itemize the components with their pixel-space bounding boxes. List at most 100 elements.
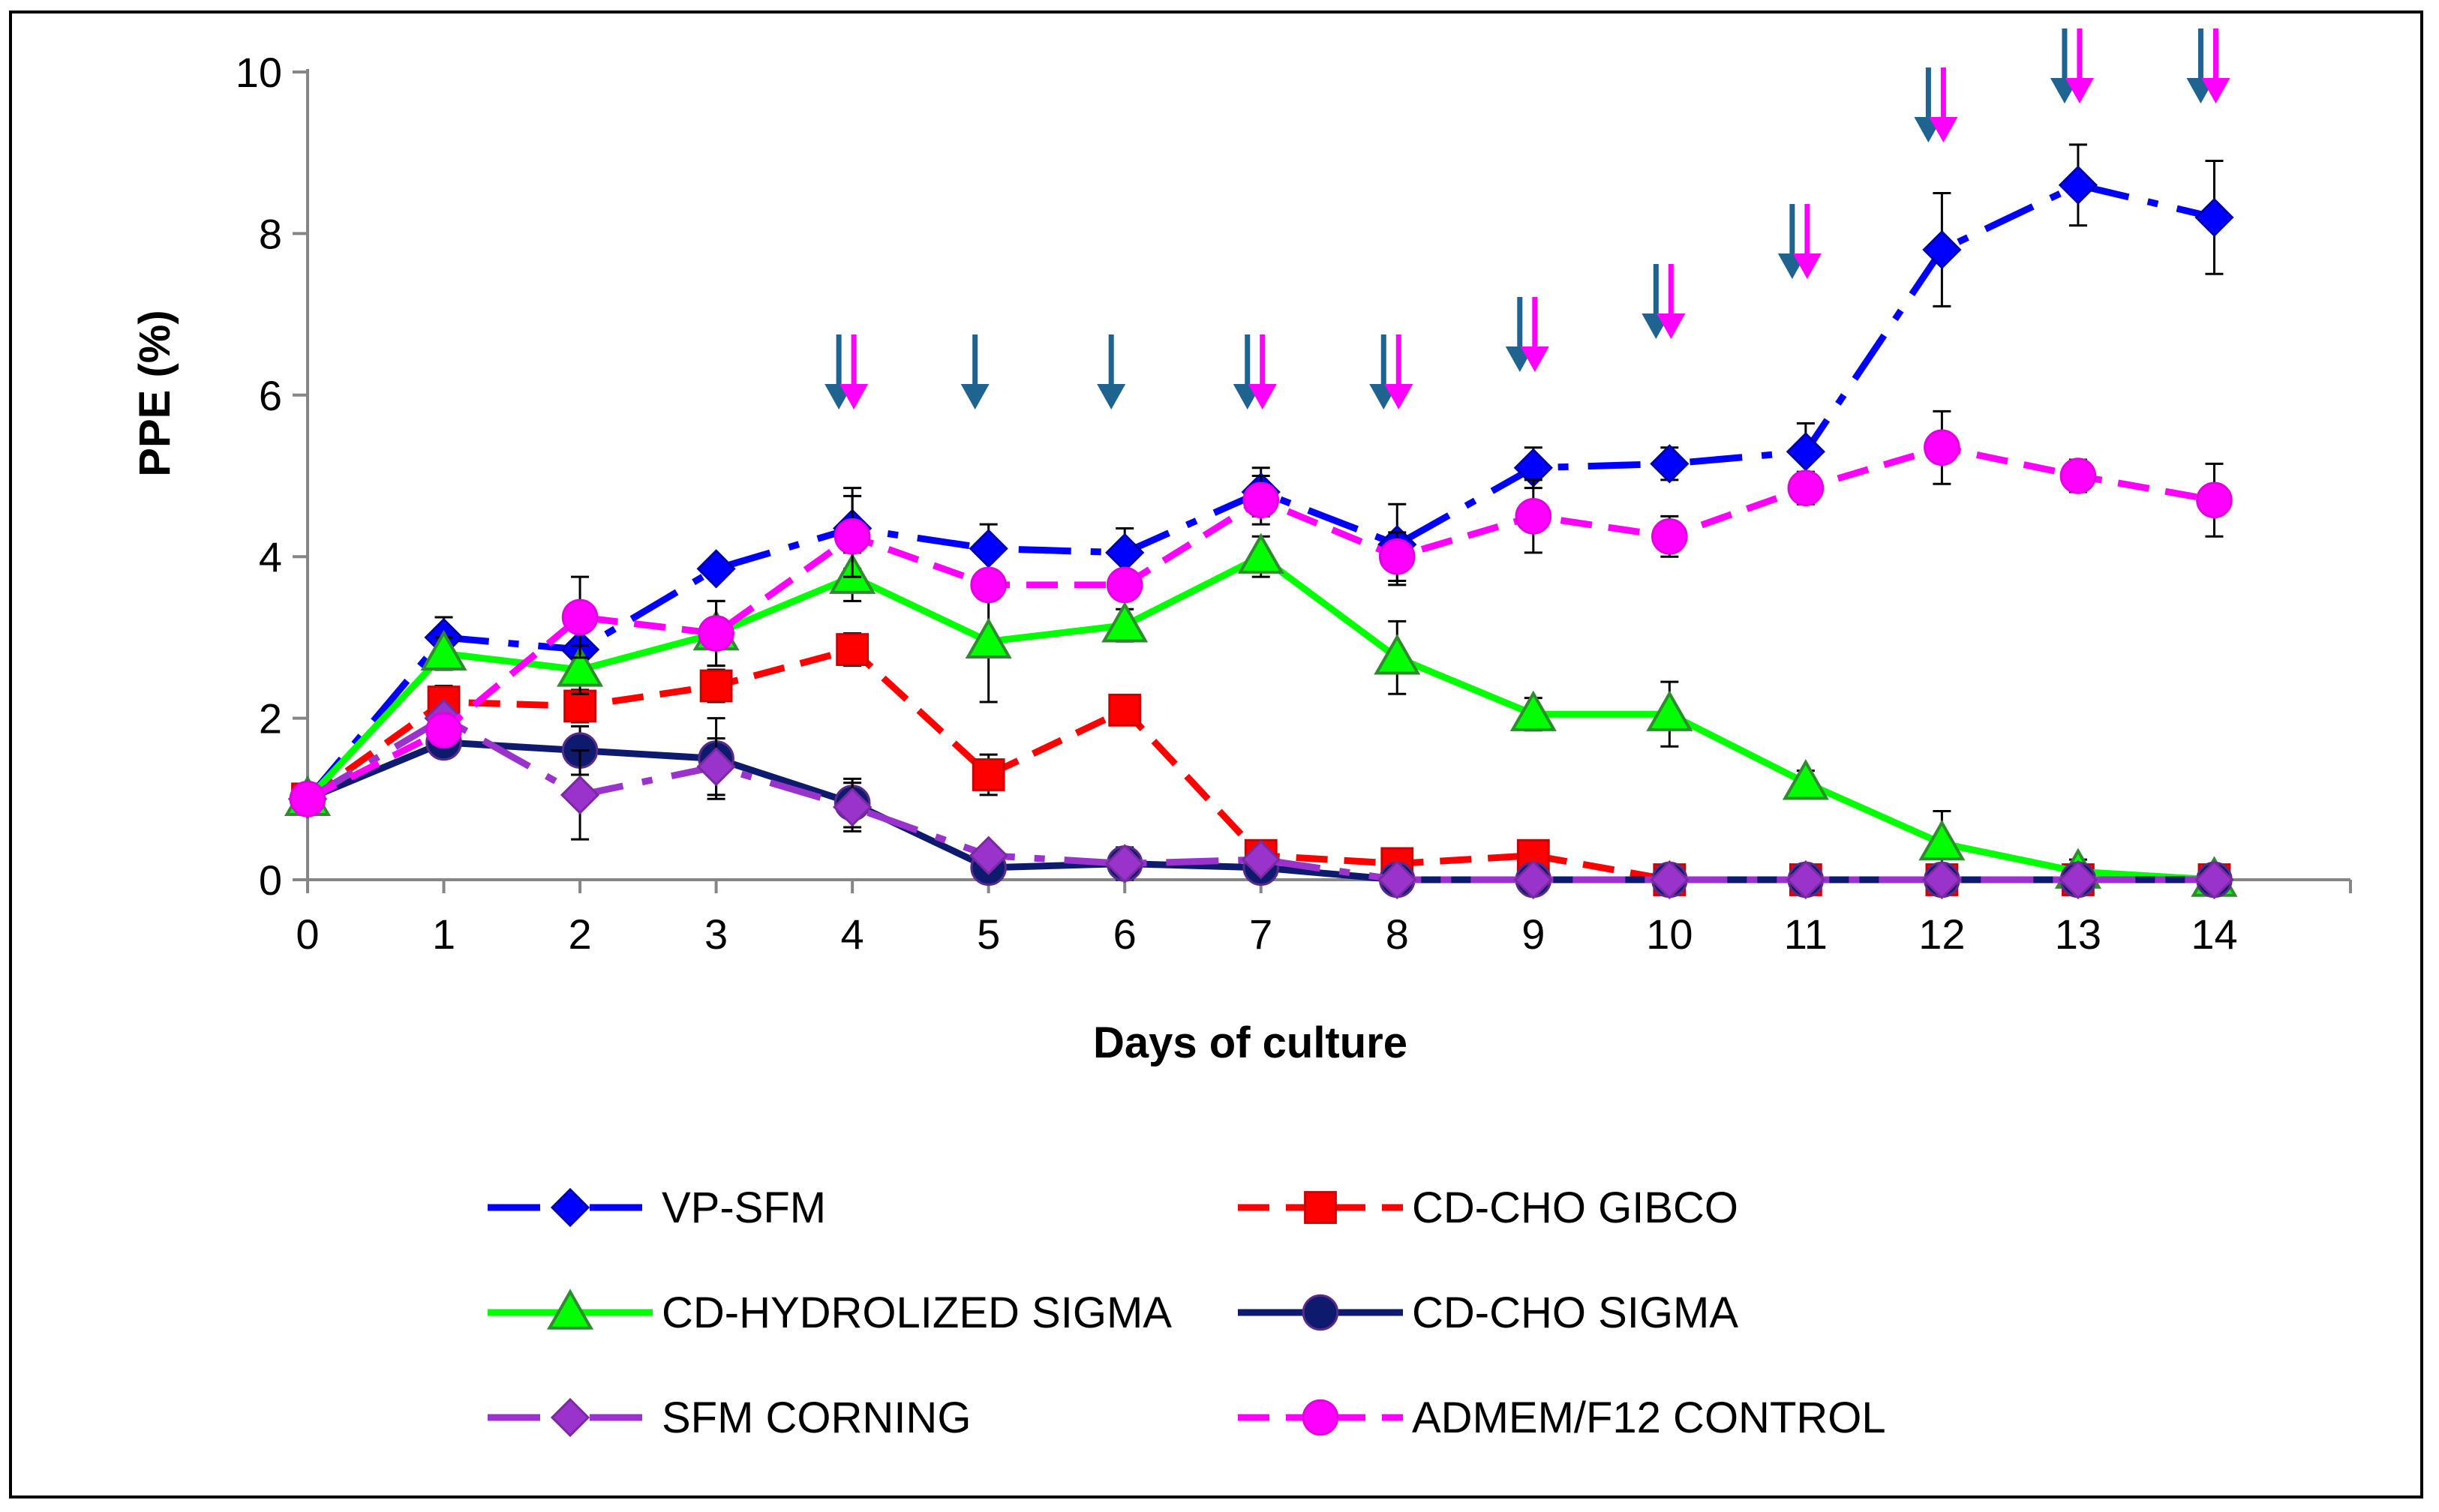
- legend-marker: [550, 1187, 590, 1228]
- data-point: [2196, 482, 2233, 519]
- legend-marker: [1302, 1399, 1339, 1436]
- series-line: [305, 715, 2215, 884]
- arrow-head: [1520, 346, 1549, 372]
- y-axis-title: PPE (%): [131, 310, 179, 476]
- data-point: [969, 529, 1008, 568]
- x-tick-label: 8: [1386, 910, 1409, 958]
- data-point: [1108, 693, 1142, 727]
- data-point: [1105, 844, 1145, 884]
- y-tick-label: 0: [259, 856, 282, 904]
- x-tick-label: 4: [841, 910, 864, 958]
- arrow-head: [1097, 384, 1126, 410]
- data-point: [1105, 532, 1145, 572]
- data-point: [2059, 458, 2097, 494]
- y-tick-label: 6: [259, 372, 282, 419]
- x-tick-label: 3: [704, 910, 728, 958]
- data-point: [1651, 518, 1688, 555]
- x-tick-label: 10: [1646, 910, 1693, 958]
- arrow-head: [2065, 78, 2094, 104]
- data-point: [1786, 432, 1825, 472]
- arrow-head: [1657, 314, 1686, 339]
- data-point: [1924, 429, 1960, 466]
- data-point: [2194, 860, 2234, 900]
- data-point: [289, 781, 326, 818]
- series-sfm-corning: [287, 698, 2234, 900]
- legend-label: ADMEM/F12 CONTROL: [1412, 1394, 1886, 1442]
- legend-marker: [1302, 1294, 1339, 1331]
- legend-item: CD-HYDROLIZED SIGMA: [488, 1288, 1172, 1337]
- arrow-head: [960, 384, 990, 410]
- data-point: [1237, 532, 1284, 574]
- data-point: [699, 669, 733, 703]
- data-point: [425, 712, 462, 749]
- data-point: [834, 518, 871, 555]
- data-point: [1922, 860, 1962, 900]
- x-tick-label: 5: [977, 910, 1000, 958]
- data-point: [1646, 690, 1693, 731]
- y-tick-label: 8: [259, 210, 282, 257]
- medium-change-arrow-magenta: [1520, 297, 1549, 372]
- x-tick-label: 13: [2055, 910, 2101, 958]
- data-point: [696, 549, 736, 589]
- series-admem-f12-control: [289, 410, 2233, 818]
- data-point: [1918, 819, 1966, 861]
- data-point: [557, 646, 604, 687]
- data-point: [563, 689, 596, 723]
- y-tick-label: 4: [259, 533, 282, 580]
- data-point: [1786, 860, 1825, 900]
- x-axis-title: Days of culture: [1093, 1018, 1407, 1067]
- x-tick-label: 14: [2191, 910, 2237, 958]
- legend-label: VP-SFM: [662, 1184, 826, 1232]
- x-tick-label: 7: [1249, 910, 1272, 958]
- data-point: [1650, 444, 1690, 484]
- data-point: [561, 598, 599, 636]
- legend-item: ADMEM/F12 CONTROL: [1238, 1394, 1886, 1442]
- x-tick-label: 2: [568, 910, 591, 958]
- x-tick-label: 11: [1784, 910, 1828, 958]
- data-point: [1513, 860, 1553, 900]
- legend-item: CD-CHO SIGMA: [1238, 1288, 1738, 1337]
- arrow-head: [1384, 384, 1413, 410]
- medium-change-arrow-magenta: [840, 334, 869, 410]
- legend-item: SFM CORNING: [488, 1394, 971, 1442]
- x-tick-label: 9: [1521, 910, 1545, 958]
- data-point: [2058, 165, 2098, 205]
- data-point: [1515, 498, 1552, 535]
- legend-label: CD-CHO SIGMA: [1412, 1288, 1738, 1337]
- medium-change-arrow-magenta: [1657, 264, 1686, 339]
- arrow-head: [1248, 384, 1277, 410]
- legend-marker: [1304, 1191, 1337, 1224]
- legend-label: SFM CORNING: [662, 1394, 971, 1442]
- data-point: [972, 758, 1005, 791]
- medium-change-arrow-magenta: [1384, 334, 1413, 410]
- data-point: [1787, 470, 1825, 506]
- data-point: [1106, 566, 1143, 604]
- data-point: [1101, 602, 1149, 643]
- data-point: [833, 787, 873, 827]
- medium-change-arrow-magenta: [2201, 28, 2230, 104]
- medium-change-arrow-magenta: [1792, 204, 1822, 279]
- legend-item: CD-CHO GIBCO: [1238, 1184, 1738, 1232]
- legend-label: CD-CHO GIBCO: [1412, 1184, 1738, 1232]
- legend-item: VP-SFM: [488, 1184, 826, 1232]
- data-point: [836, 633, 870, 666]
- data-point: [1650, 860, 1690, 900]
- x-tick-label: 1: [432, 910, 455, 958]
- legend-marker: [546, 1288, 594, 1330]
- data-point: [969, 836, 1008, 875]
- data-point: [1509, 690, 1557, 731]
- medium-change-arrow-magenta: [1248, 334, 1277, 410]
- legend-marker: [550, 1397, 590, 1438]
- medium-change-arrow-magenta: [2065, 28, 2094, 104]
- arrow-head: [1792, 254, 1822, 279]
- data-point: [1378, 538, 1416, 575]
- data-point: [965, 617, 1012, 658]
- arrow-head: [2201, 78, 2230, 104]
- data-point: [1242, 482, 1280, 519]
- y-tick-label: 2: [259, 695, 282, 742]
- data-point: [420, 629, 467, 671]
- data-point: [1374, 634, 1421, 675]
- medium-change-arrow-blue: [1097, 334, 1126, 410]
- arrow-head: [1929, 117, 1958, 142]
